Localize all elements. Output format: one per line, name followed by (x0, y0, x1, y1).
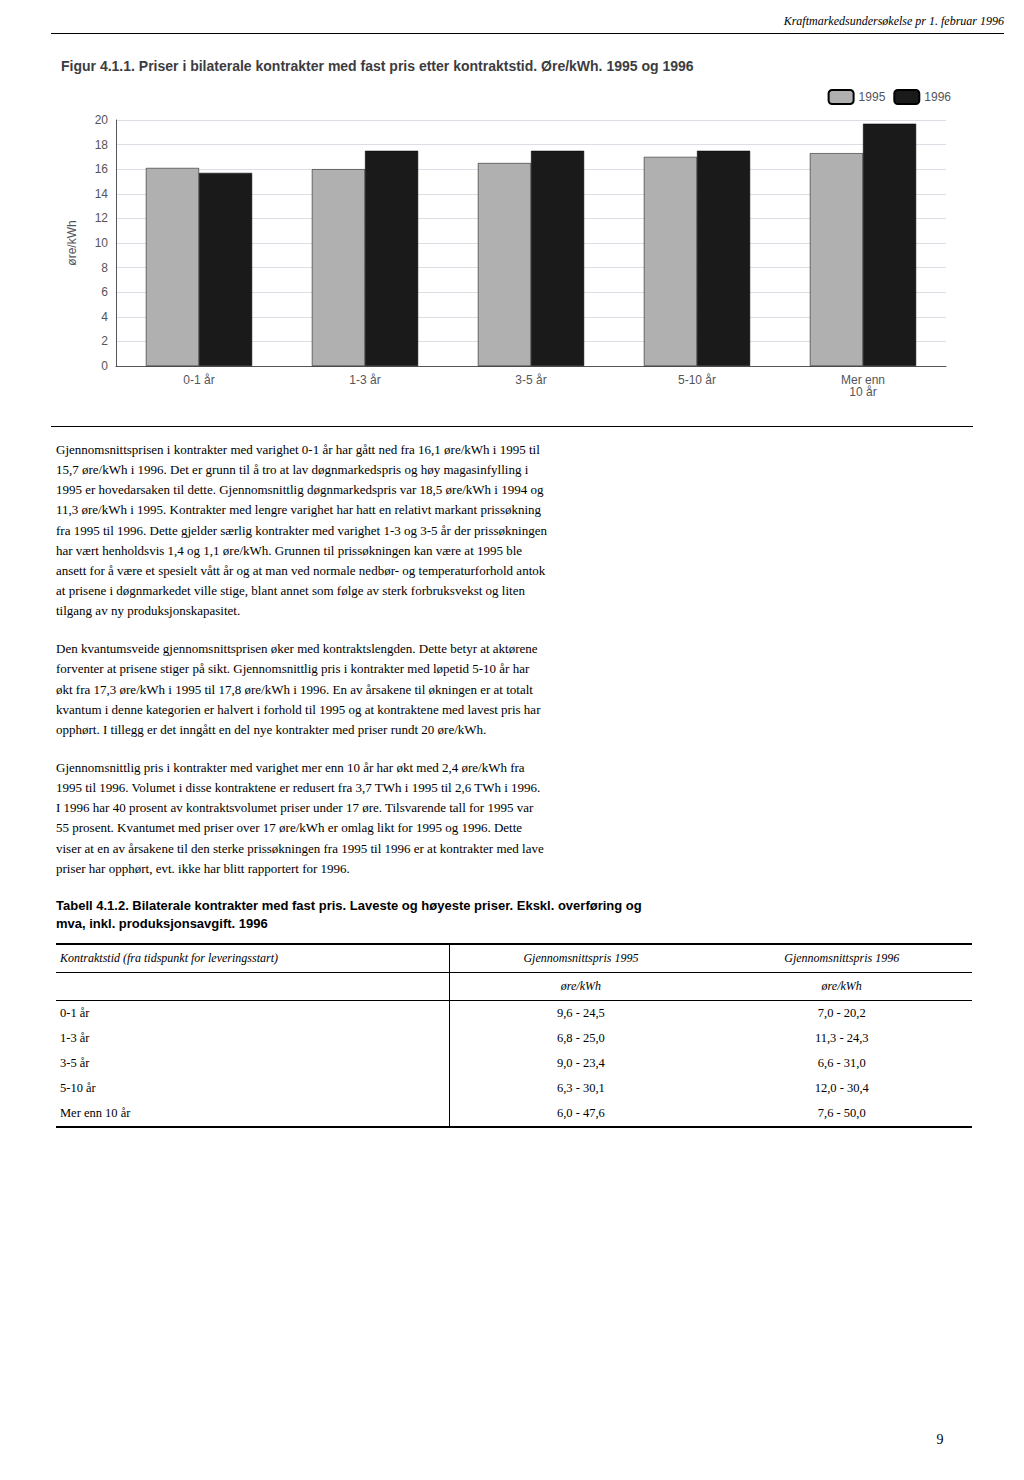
html-text:Gjennomsnittspris 1996: Gjennomsnittspris 1996 (784, 951, 900, 966)
svg-text:14: 14 (95, 187, 109, 201)
html-text:6,3 - 30,1: 6,3 - 30,1 (557, 1081, 605, 1096)
svg-text:10 år: 10 år (849, 385, 876, 399)
html-text:6,8 - 25,0: 6,8 - 25,0 (557, 1031, 605, 1046)
svg-text:Figur 4.1.1. Priser i bilatera: Figur 4.1.1. Priser i bilaterale kontrak… (61, 58, 694, 74)
svg-text:5-10 år: 5-10 år (678, 373, 716, 387)
html-text:9,6 - 24,5: 9,6 - 24,5 (557, 1006, 605, 1021)
svg-text:2: 2 (101, 334, 108, 348)
html-text:Tabell 4.1.2. Bilaterale kontr: Tabell 4.1.2. Bilaterale kontrakter med … (56, 897, 642, 931)
html-text:0-1 år: 0-1 år (60, 1006, 90, 1021)
svg-text:18: 18 (95, 138, 109, 152)
svg-text:Mer enn: Mer enn (841, 373, 885, 387)
html-text:Kontraktstid (fra tidspunkt fo: Kontraktstid (fra tidspunkt for levering… (60, 951, 278, 966)
svg-text:8: 8 (101, 261, 108, 275)
svg-text:0: 0 (101, 359, 108, 373)
svg-text:4: 4 (101, 310, 108, 324)
html-text:1-3 år: 1-3 år (60, 1031, 90, 1046)
html-text:øre/kWh: øre/kWh (560, 979, 601, 994)
html-text:Gjennomsnittlig pris i kontrak: Gjennomsnittlig pris i kontrakter med va… (56, 760, 544, 876)
html-text:5-10 år: 5-10 år (60, 1081, 96, 1096)
html-text:12,0 - 30,4: 12,0 - 30,4 (814, 1081, 869, 1096)
svg-text:16: 16 (95, 162, 109, 176)
html-text:øre/kWh: øre/kWh (821, 979, 862, 994)
html-text:11,3 - 24,3: 11,3 - 24,3 (814, 1031, 869, 1046)
html-text:9,0 - 23,4: 9,0 - 23,4 (557, 1056, 605, 1071)
svg-text:øre/kWh: øre/kWh (65, 220, 79, 265)
html-text:6,0 - 47,6: 6,0 - 47,6 (557, 1106, 605, 1121)
html-text:9: 9 (936, 1432, 944, 1447)
html-text:Gjennomsnittspris 1995: Gjennomsnittspris 1995 (523, 951, 639, 966)
svg-text:1995: 1995 (859, 90, 886, 104)
svg-text:1996: 1996 (924, 90, 951, 104)
html-text:Gjennomsnittsprisen i kontrakt: Gjennomsnittsprisen i kontrakter med var… (56, 442, 547, 619)
svg-text:12: 12 (95, 211, 109, 225)
svg-text:6: 6 (101, 285, 108, 299)
html-text:Mer enn 10 år: Mer enn 10 år (60, 1106, 131, 1121)
html-text:Den kvantumsveide gjennomsnitt: Den kvantumsveide gjennomsnittsprisen øk… (56, 641, 541, 737)
svg-text:1-3 år: 1-3 år (349, 373, 380, 387)
svg-text:10: 10 (95, 236, 109, 250)
html-text:Kraftmarkedsundersøkelse pr 1.: Kraftmarkedsundersøkelse pr 1. februar 1… (783, 14, 1004, 28)
html-text:6,6 - 31,0: 6,6 - 31,0 (817, 1056, 866, 1071)
svg-text:0-1 år: 0-1 år (183, 373, 214, 387)
html-text:3-5 år: 3-5 år (60, 1056, 90, 1071)
html-text:7,0 - 20,2: 7,0 - 20,2 (817, 1006, 866, 1021)
svg-text:3-5 år: 3-5 år (515, 373, 546, 387)
html-text:7,6 - 50,0: 7,6 - 50,0 (817, 1106, 866, 1121)
svg-text:20: 20 (95, 113, 109, 127)
